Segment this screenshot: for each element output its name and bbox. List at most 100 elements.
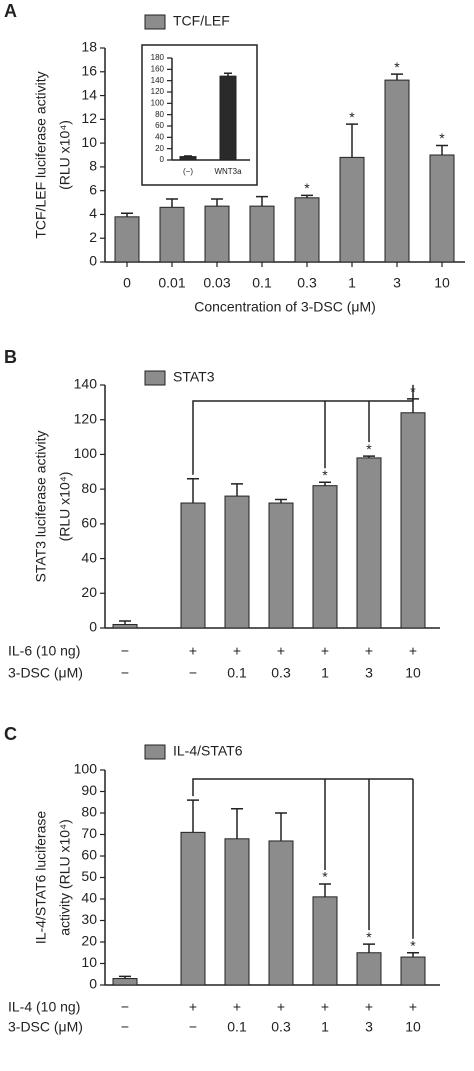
y-tick-label: 120 xyxy=(151,87,165,96)
row-value: + xyxy=(277,999,285,1015)
x-tick-label: 0.3 xyxy=(297,275,317,291)
error-bar xyxy=(231,807,243,839)
x-tick-label: 3 xyxy=(393,275,401,291)
x-tick-label: 0.1 xyxy=(252,275,272,291)
error-bar xyxy=(224,72,232,77)
bar xyxy=(159,206,185,263)
bar xyxy=(384,79,410,263)
bar xyxy=(224,838,250,986)
panel-letter: C xyxy=(4,724,17,744)
bar xyxy=(112,978,138,986)
y-axis-label: TCF/LEF luciferase activity xyxy=(33,71,49,238)
legend-label: IL-4/STAT6 xyxy=(173,743,243,759)
row-value: 0.3 xyxy=(271,665,291,681)
x-tick-label: 0.01 xyxy=(158,275,185,291)
x-tick-label: 0.03 xyxy=(203,275,230,291)
row-value: 10 xyxy=(405,665,421,681)
row-value: + xyxy=(233,643,241,659)
row-value: 3 xyxy=(365,1019,373,1035)
error-bar xyxy=(319,481,331,486)
y-tick-label: 4 xyxy=(89,205,97,221)
row-value: 0.1 xyxy=(227,665,247,681)
row-value: 1 xyxy=(321,1019,329,1035)
row-value: + xyxy=(189,643,197,659)
row-value: − xyxy=(189,1019,197,1035)
row-value: + xyxy=(277,643,285,659)
y-axis-label: STAT3 luciferase activity xyxy=(33,431,49,583)
error-bar xyxy=(187,799,199,833)
y-tick-label: 0 xyxy=(160,155,165,164)
y-tick-label: 90 xyxy=(81,782,97,798)
x-tick-label: (−) xyxy=(183,167,193,176)
y-tick-label: 70 xyxy=(81,825,97,841)
y-axis-label: IL-4/STAT6 luciferase xyxy=(33,811,49,945)
y-tick-label: 180 xyxy=(151,53,165,62)
error-bar xyxy=(436,144,448,155)
y-tick-label: 40 xyxy=(155,132,164,141)
x-tick-label: 1 xyxy=(348,275,356,291)
y-tick-label: 40 xyxy=(81,890,97,906)
error-bar xyxy=(211,198,223,207)
y-tick-label: 0 xyxy=(89,619,97,635)
significance-marker: * xyxy=(394,59,400,75)
y-tick-label: 6 xyxy=(89,181,97,197)
y-tick-label: 20 xyxy=(81,933,97,949)
row-label: 3-DSC (μM) xyxy=(8,1019,83,1035)
y-tick-label: 30 xyxy=(81,911,97,927)
bar xyxy=(179,156,197,161)
y-tick-label: 0 xyxy=(89,976,97,992)
y-axis-label: (RLU x10⁴) xyxy=(57,472,73,542)
y-tick-label: 0 xyxy=(89,253,97,269)
y-tick-label: 18 xyxy=(81,39,97,55)
error-bar xyxy=(275,498,287,504)
bar xyxy=(114,216,140,263)
bar xyxy=(249,205,275,263)
bar xyxy=(219,75,237,161)
y-axis-label: (RLU x10⁴) xyxy=(57,120,73,190)
y-tick-label: 8 xyxy=(89,158,97,174)
error-bar xyxy=(319,883,331,897)
y-tick-label: 60 xyxy=(81,847,97,863)
y-tick-label: 80 xyxy=(155,110,164,119)
error-bar xyxy=(301,194,313,198)
panel-letter: A xyxy=(4,1,17,21)
row-value: − xyxy=(121,1019,129,1035)
error-bar xyxy=(363,455,375,458)
error-bar xyxy=(256,195,268,207)
bar xyxy=(180,831,206,986)
row-value: 10 xyxy=(405,1019,421,1035)
row-value: + xyxy=(409,999,417,1015)
bar xyxy=(180,502,206,629)
error-bar xyxy=(346,123,358,158)
y-tick-label: 100 xyxy=(74,761,98,777)
y-tick-label: 2 xyxy=(89,229,97,245)
row-value: + xyxy=(409,643,417,659)
row-value: + xyxy=(321,643,329,659)
y-axis-label: activity (RLU x10⁴) xyxy=(57,819,73,935)
row-value: 3 xyxy=(365,665,373,681)
error-bar xyxy=(184,155,192,157)
error-bar xyxy=(275,812,287,841)
y-tick-label: 16 xyxy=(81,62,97,78)
bar xyxy=(268,502,294,629)
row-value: + xyxy=(321,999,329,1015)
row-value: + xyxy=(365,999,373,1015)
x-tick-label: 10 xyxy=(434,275,450,291)
row-value: − xyxy=(121,643,129,659)
row-value: 0.3 xyxy=(271,1019,291,1035)
bar xyxy=(339,156,365,263)
x-axis-label: Concentration of 3-DSC (μM) xyxy=(194,299,376,315)
significance-marker: * xyxy=(349,109,355,125)
bar xyxy=(312,896,338,986)
row-value: 0.1 xyxy=(227,1019,247,1035)
y-tick-label: 14 xyxy=(81,86,97,102)
significance-marker: * xyxy=(304,180,310,196)
row-value: + xyxy=(365,643,373,659)
x-tick-label: WNT3a xyxy=(214,167,242,176)
y-tick-label: 140 xyxy=(74,376,98,392)
significance-marker: * xyxy=(439,130,445,146)
row-label: 3-DSC (μM) xyxy=(8,665,83,681)
y-tick-label: 20 xyxy=(81,584,97,600)
row-value: + xyxy=(189,999,197,1015)
